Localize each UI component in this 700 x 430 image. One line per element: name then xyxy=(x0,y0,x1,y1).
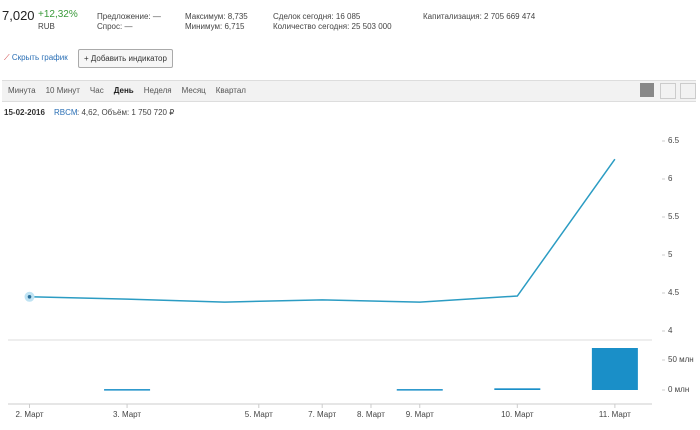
tab[interactable]: 10 Минут xyxy=(45,86,80,95)
currency: RUB xyxy=(38,22,55,31)
volume-tick-label: 50 млн xyxy=(668,355,694,364)
deals: Сделок сегодня: 16 085 xyxy=(273,12,361,21)
tab[interactable]: Месяц xyxy=(181,86,206,95)
x-tick-label: 2. Март xyxy=(15,410,43,419)
volume-bar xyxy=(494,388,541,390)
bid: Спрос: — xyxy=(97,22,133,31)
offer: Предложение: — xyxy=(97,12,161,21)
x-tick-label: 5. Март xyxy=(245,410,273,419)
y-tick-label: 4 xyxy=(668,326,673,335)
selected-point xyxy=(24,291,35,302)
info-text: : 4,62, Объём: 1 750 720 ₽ xyxy=(77,108,174,117)
hide-label: Скрыть график xyxy=(11,53,68,62)
tab[interactable]: Час xyxy=(89,86,104,95)
price: 7,020 xyxy=(2,8,35,23)
selected-point-core xyxy=(27,295,32,299)
tab[interactable]: Квартал xyxy=(215,86,246,95)
volume-bar xyxy=(591,348,638,390)
tab-bar xyxy=(2,80,696,102)
y-tick-label: 4.5 xyxy=(668,288,680,297)
change: +12,32% xyxy=(38,9,78,20)
y-tick-label: 6.5 xyxy=(668,136,680,145)
info-date: 15-02-2016 xyxy=(4,108,45,117)
capitalization: Капитализация: 2 705 669 474 xyxy=(423,12,536,21)
volume-bar xyxy=(396,389,443,391)
min: Минимум: 6,715 xyxy=(185,22,245,31)
x-tick-label: 7. Март xyxy=(308,410,336,419)
quantity: Количество сегодня: 25 503 000 xyxy=(273,22,392,31)
tab[interactable]: День xyxy=(113,86,134,95)
y-tick-label: 5 xyxy=(668,250,673,259)
y-tick-label: 5.5 xyxy=(668,212,680,221)
info-ticker: RBCM xyxy=(54,108,78,117)
tabs: Минута 10 Минут Час День Неделя Месяц Квартал xyxy=(8,86,246,95)
line-mode[interactable] xyxy=(640,83,654,97)
price-line xyxy=(29,158,616,303)
max: Максимум: 8,735 xyxy=(185,12,248,21)
candle-mode[interactable] xyxy=(660,83,676,99)
tab[interactable]: Неделя xyxy=(143,86,172,95)
x-tick-label: 8. Март xyxy=(357,410,385,419)
x-tick-label: 11. Март xyxy=(599,410,631,419)
x-tick-label: 3. Март xyxy=(113,410,141,419)
volume-tick-label: 0 млн xyxy=(668,385,689,394)
add-indicator[interactable]: + Добавить индикатор xyxy=(78,49,173,68)
hide-chart[interactable]: ⟋ Скрыть график xyxy=(4,53,68,62)
y-tick-label: 6 xyxy=(668,174,673,183)
volume-bar xyxy=(104,389,151,391)
bar-mode[interactable] xyxy=(680,83,696,99)
x-tick-label: 9. Март xyxy=(406,410,434,419)
tab[interactable]: Минута xyxy=(8,86,36,95)
x-tick-label: 10. Март xyxy=(501,410,534,419)
